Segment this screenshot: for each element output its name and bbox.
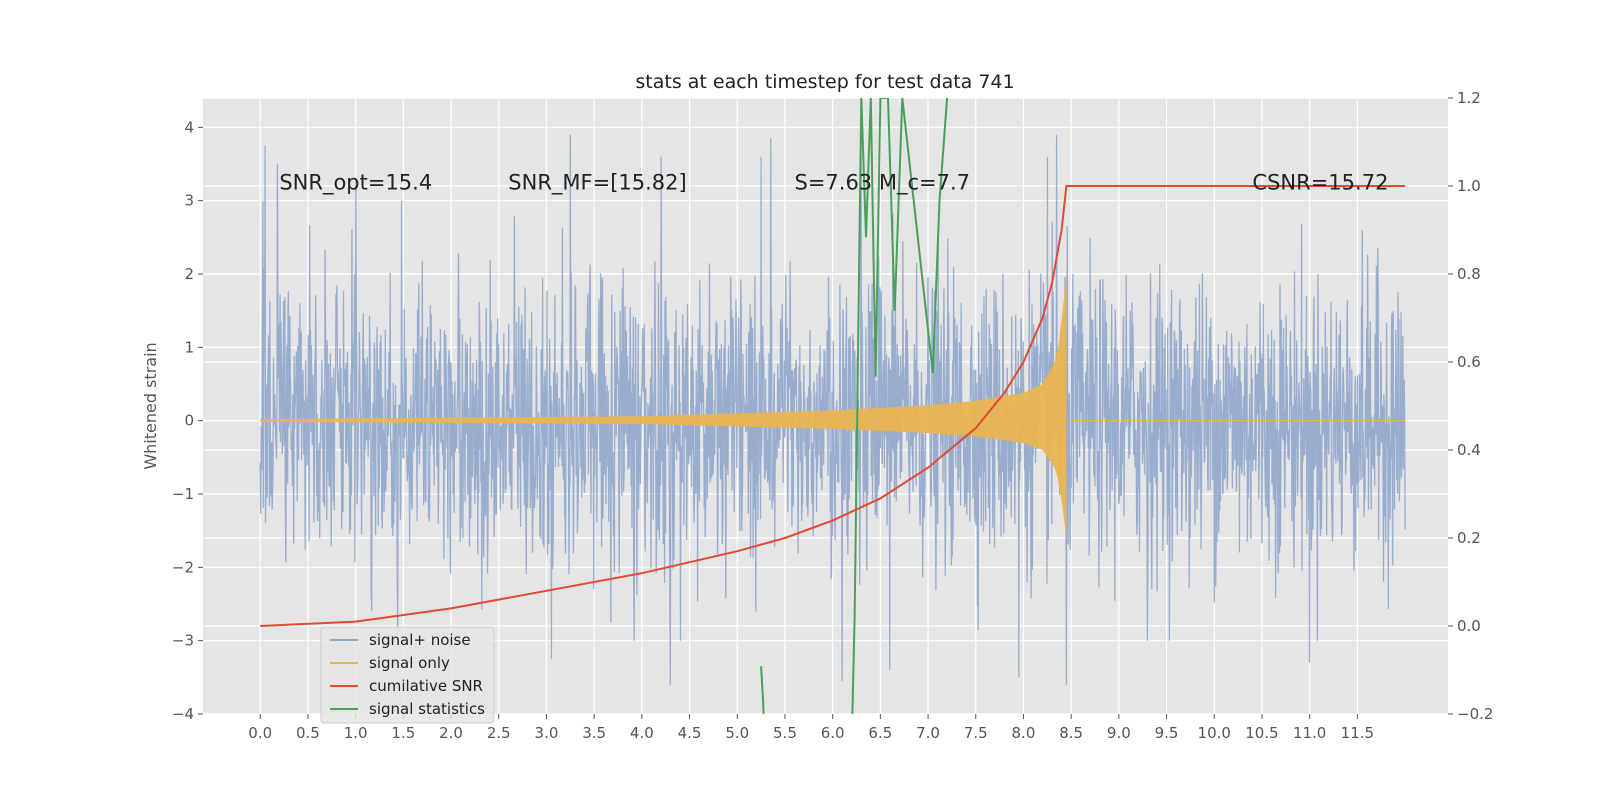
- y2-tick-label-3: 0.4: [1457, 441, 1481, 459]
- y-axis-label: Whitened strain: [141, 342, 160, 469]
- x-tick-label-9: 4.5: [678, 724, 702, 742]
- x-tick-label-2: 1.0: [344, 724, 368, 742]
- y2-tick-label-4: 0.6: [1457, 353, 1481, 371]
- legend-label-signal-only: signal only: [369, 654, 450, 672]
- x-tick-label-16: 8.0: [1012, 724, 1036, 742]
- y-tick-label-7: 3: [184, 192, 194, 210]
- y-tick-label-3: −1: [172, 485, 194, 503]
- y-ticks: −4 −3 −2 −1 0 1 2 3 4: [172, 118, 203, 723]
- x-tick-label-5: 2.5: [487, 724, 511, 742]
- y2-tick-label-5: 0.8: [1457, 265, 1481, 283]
- y-tick-label-4: 0: [184, 412, 194, 430]
- annotation-3: CSNR=15.72: [1252, 170, 1388, 194]
- x-tick-label-15: 7.5: [964, 724, 988, 742]
- x-tick-label-0: 0.0: [248, 724, 272, 742]
- y-tick-label-2: −2: [172, 558, 194, 576]
- series-cumilative-snr: [260, 185, 1406, 627]
- y2-tick-label-1: 0.0: [1457, 617, 1481, 635]
- x-tick-label-20: 10.0: [1198, 724, 1231, 742]
- x-tick-label-23: 11.5: [1341, 724, 1374, 742]
- y2-tick-label-6: 1.0: [1457, 177, 1481, 195]
- x-tick-label-21: 10.5: [1245, 724, 1278, 742]
- x-tick-label-19: 9.5: [1155, 724, 1179, 742]
- x-tick-label-18: 9.0: [1107, 724, 1131, 742]
- y2-ticks: −0.2 0.0 0.2 0.4 0.6 0.8 1.0 1.2: [1448, 89, 1493, 723]
- y-tick-label-6: 2: [184, 265, 194, 283]
- x-tick-label-4: 2.0: [439, 724, 463, 742]
- series-signal-noise: [259, 134, 1406, 685]
- annotation-1: SNR_MF=[15.82]: [508, 170, 686, 195]
- x-tick-label-7: 3.5: [582, 724, 606, 742]
- annotation-2: S=7.63 M_c=7.7: [794, 170, 970, 195]
- legend-label-cumilative-snr: cumilative SNR: [369, 677, 483, 695]
- chart-title: stats at each timestep for test data 741: [635, 71, 1014, 93]
- y2-tick-label-2: 0.2: [1457, 529, 1481, 547]
- x-tick-label-1: 0.5: [296, 724, 320, 742]
- annotation-group: SNR_opt=15.4 SNR_MF=[15.82] S=7.63 M_c=7.7…: [279, 170, 1388, 195]
- legend-label-signal-statistics: signal statistics: [369, 700, 485, 718]
- x-tick-label-17: 8.5: [1059, 724, 1083, 742]
- y-tick-label-5: 1: [184, 338, 194, 356]
- annotation-0: SNR_opt=15.4: [279, 170, 432, 195]
- legend-box: [320, 626, 495, 724]
- x-ticks: 0.0 0.5 1.0 1.5 2.0 2.5 3.0 3.5 4.0 4.5 5.0 5.5 6.0 6…: [248, 714, 1374, 742]
- x-tick-label-10: 5.0: [725, 724, 749, 742]
- x-tick-label-11: 5.5: [773, 724, 797, 742]
- y2-tick-label-7: 1.2: [1457, 89, 1481, 107]
- series-signal-statistics: [760, 98, 949, 714]
- legend-label-signal-noise: signal+ noise: [369, 631, 471, 649]
- x-tick-label-22: 11.0: [1293, 724, 1326, 742]
- x-tick-label-8: 4.0: [630, 724, 654, 742]
- y-tick-label-1: −3: [172, 632, 194, 650]
- y-tick-label-8: 4: [184, 118, 194, 136]
- x-tick-label-3: 1.5: [391, 724, 415, 742]
- x-tick-label-14: 7.0: [916, 724, 940, 742]
- x-tick-label-6: 3.0: [535, 724, 559, 742]
- legend[interactable]: signal+ noise signal only cumilative SNR…: [320, 626, 495, 724]
- x-tick-label-13: 6.5: [868, 724, 892, 742]
- x-tick-label-12: 6.0: [821, 724, 845, 742]
- y2-tick-label-0: −0.2: [1457, 705, 1493, 723]
- y-tick-label-0: −4: [172, 705, 194, 723]
